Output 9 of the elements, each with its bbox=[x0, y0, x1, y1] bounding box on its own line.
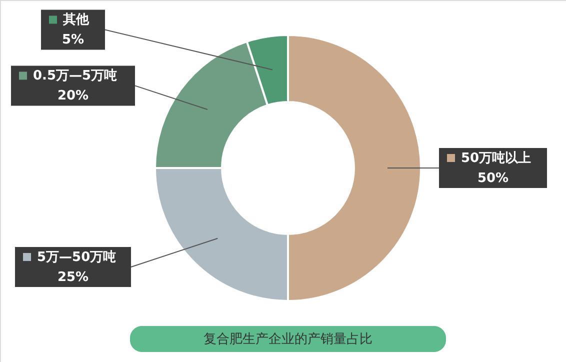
legend-label: 0.5万—5万吨 bbox=[33, 68, 118, 84]
legend-label: 其他 bbox=[62, 12, 90, 28]
legend-label: 5万—50万吨 bbox=[37, 250, 116, 265]
data-label: 50% bbox=[477, 171, 509, 186]
data-label: 25% bbox=[57, 270, 89, 285]
data-label: 5% bbox=[62, 32, 84, 48]
data-label: 20% bbox=[57, 88, 89, 104]
text: 复合肥生产企业的产销量占比 bbox=[204, 332, 372, 347]
legend-label: 50万吨以上 bbox=[461, 151, 532, 166]
